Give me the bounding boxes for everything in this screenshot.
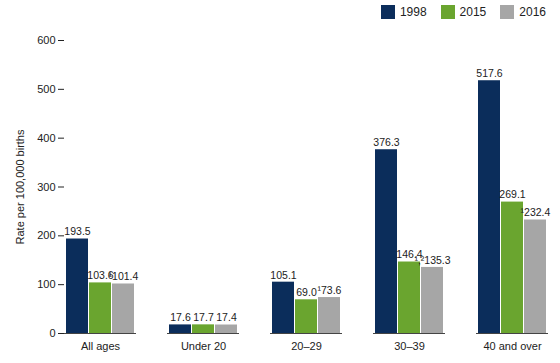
html-text:2015: 2015 [459, 5, 487, 19]
html-text:1998: 1998 [399, 5, 427, 19]
svg-text:69.0: 69.0 [296, 286, 317, 298]
svg-text:0: 0 [49, 327, 55, 339]
svg-text:¹,²135.3: ¹,²135.3 [414, 254, 450, 266]
svg-text:¹232.4: ¹232.4 [521, 206, 551, 218]
svg-text:17.7: 17.7 [193, 311, 214, 323]
svg-text:Rate per 100,000 births: Rate per 100,000 births [14, 129, 26, 244]
svg-text:200: 200 [37, 229, 55, 241]
svg-text:¹101.4: ¹101.4 [109, 270, 139, 282]
svg-text:300: 300 [37, 181, 55, 193]
svg-text:Under 20: Under 20 [181, 340, 226, 352]
svg-text:40 and over: 40 and over [483, 340, 541, 352]
svg-text:146.4: 146.4 [396, 248, 423, 261]
svg-text:30–39: 30–39 [394, 340, 425, 352]
svg-text:376.3: 376.3 [373, 136, 399, 148]
svg-text:20–29: 20–29 [291, 340, 322, 352]
svg-text:500: 500 [37, 83, 55, 95]
svg-text:¹73.6: ¹73.6 [318, 284, 342, 296]
svg-text:105.1: 105.1 [270, 269, 296, 281]
svg-text:400: 400 [37, 132, 55, 144]
svg-text:600: 600 [37, 34, 55, 46]
svg-text:17.4: 17.4 [216, 311, 237, 323]
svg-text:103.6: 103.6 [87, 269, 114, 282]
svg-text:269.1: 269.1 [499, 188, 525, 200]
html-text:2016: 2016 [519, 5, 546, 19]
svg-text:193.5: 193.5 [64, 225, 90, 237]
svg-text:All ages: All ages [81, 340, 121, 352]
svg-text:517.6: 517.6 [476, 67, 502, 79]
svg-text:17.6: 17.6 [170, 311, 191, 323]
svg-text:100: 100 [37, 278, 55, 290]
